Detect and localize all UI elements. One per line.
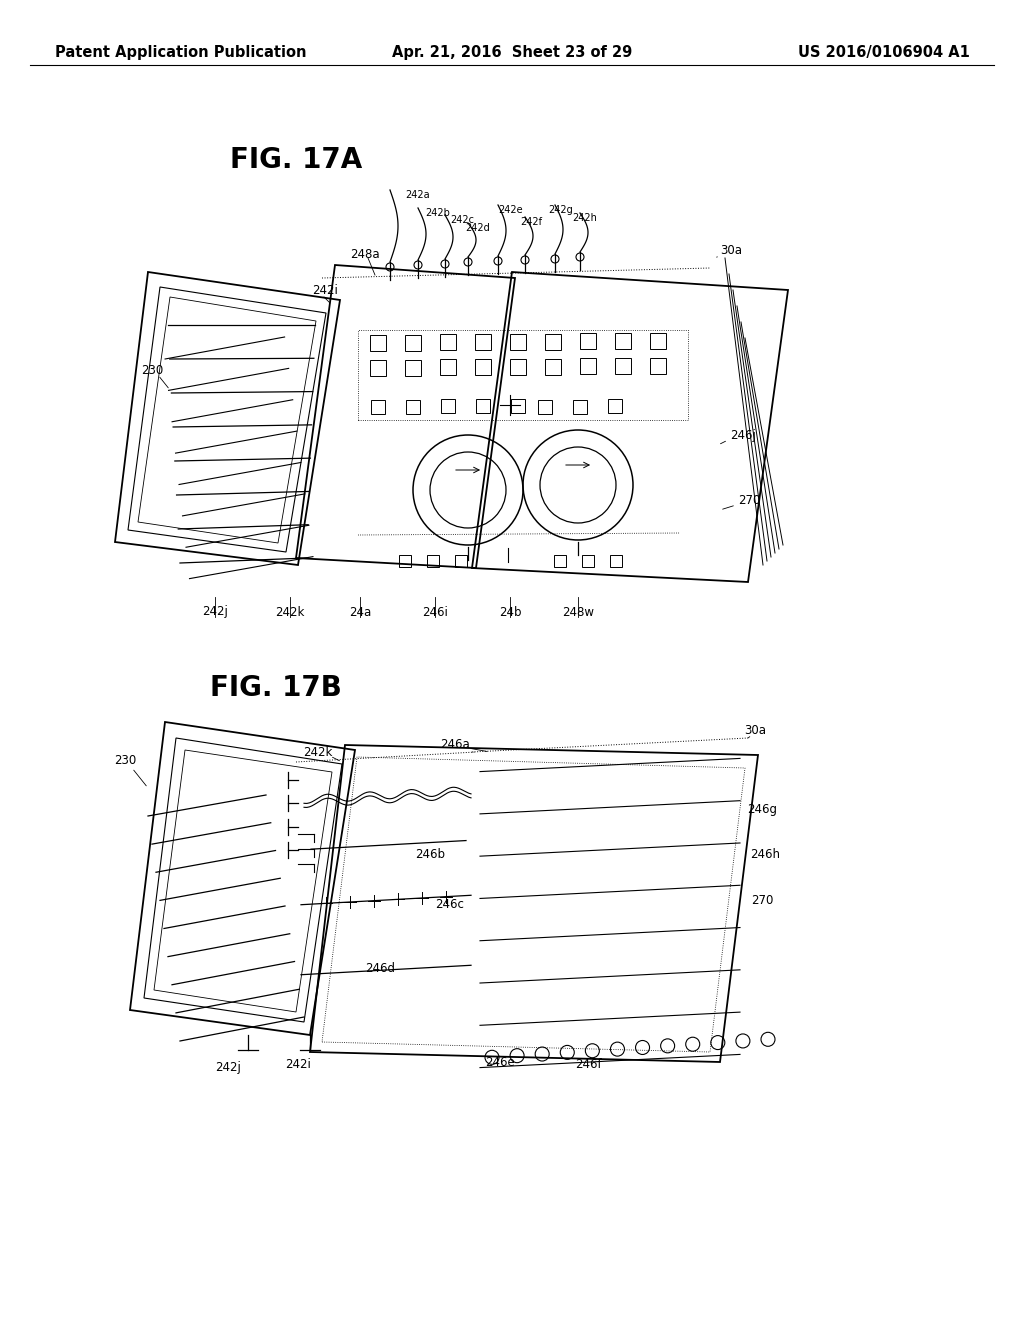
Text: 246j: 246j: [730, 429, 756, 441]
Text: 242a: 242a: [406, 190, 430, 201]
Text: 242j: 242j: [215, 1061, 241, 1074]
Text: 242c: 242c: [450, 215, 474, 224]
Text: 246d: 246d: [365, 961, 395, 974]
Text: 24b: 24b: [499, 606, 521, 619]
Text: FIG. 17A: FIG. 17A: [230, 147, 362, 174]
Text: Patent Application Publication: Patent Application Publication: [55, 45, 306, 59]
Text: 242b: 242b: [425, 209, 450, 218]
Text: 242d: 242d: [465, 223, 489, 234]
Text: 246c: 246c: [435, 899, 465, 912]
Text: 248a: 248a: [350, 248, 380, 261]
Text: 242g: 242g: [548, 205, 572, 215]
Text: 242i: 242i: [285, 1059, 311, 1072]
Text: 242k: 242k: [303, 746, 333, 759]
Text: 246h: 246h: [750, 849, 780, 862]
Text: 246i: 246i: [422, 606, 447, 619]
Text: 242i: 242i: [312, 284, 338, 297]
Text: 242h: 242h: [572, 213, 597, 223]
Text: Apr. 21, 2016  Sheet 23 of 29: Apr. 21, 2016 Sheet 23 of 29: [392, 45, 632, 59]
Text: 30a: 30a: [720, 243, 742, 256]
Text: 270: 270: [751, 894, 773, 907]
Text: 246e: 246e: [485, 1056, 515, 1068]
Text: 246f: 246f: [574, 1059, 601, 1072]
Text: 242k: 242k: [275, 606, 305, 619]
Text: 246a: 246a: [440, 738, 470, 751]
Text: 24a: 24a: [349, 606, 371, 619]
Text: US 2016/0106904 A1: US 2016/0106904 A1: [798, 45, 970, 59]
Text: FIG. 17B: FIG. 17B: [210, 675, 342, 702]
Text: 242e: 242e: [498, 205, 522, 215]
Text: 30a: 30a: [744, 723, 766, 737]
Text: 242f: 242f: [520, 216, 542, 227]
Text: 230: 230: [114, 754, 136, 767]
Text: 270: 270: [738, 494, 761, 507]
Text: 242j: 242j: [202, 606, 228, 619]
Text: 230: 230: [141, 363, 163, 376]
Text: 246g: 246g: [746, 804, 777, 817]
Text: 246b: 246b: [415, 849, 445, 862]
Text: 248w: 248w: [562, 606, 594, 619]
